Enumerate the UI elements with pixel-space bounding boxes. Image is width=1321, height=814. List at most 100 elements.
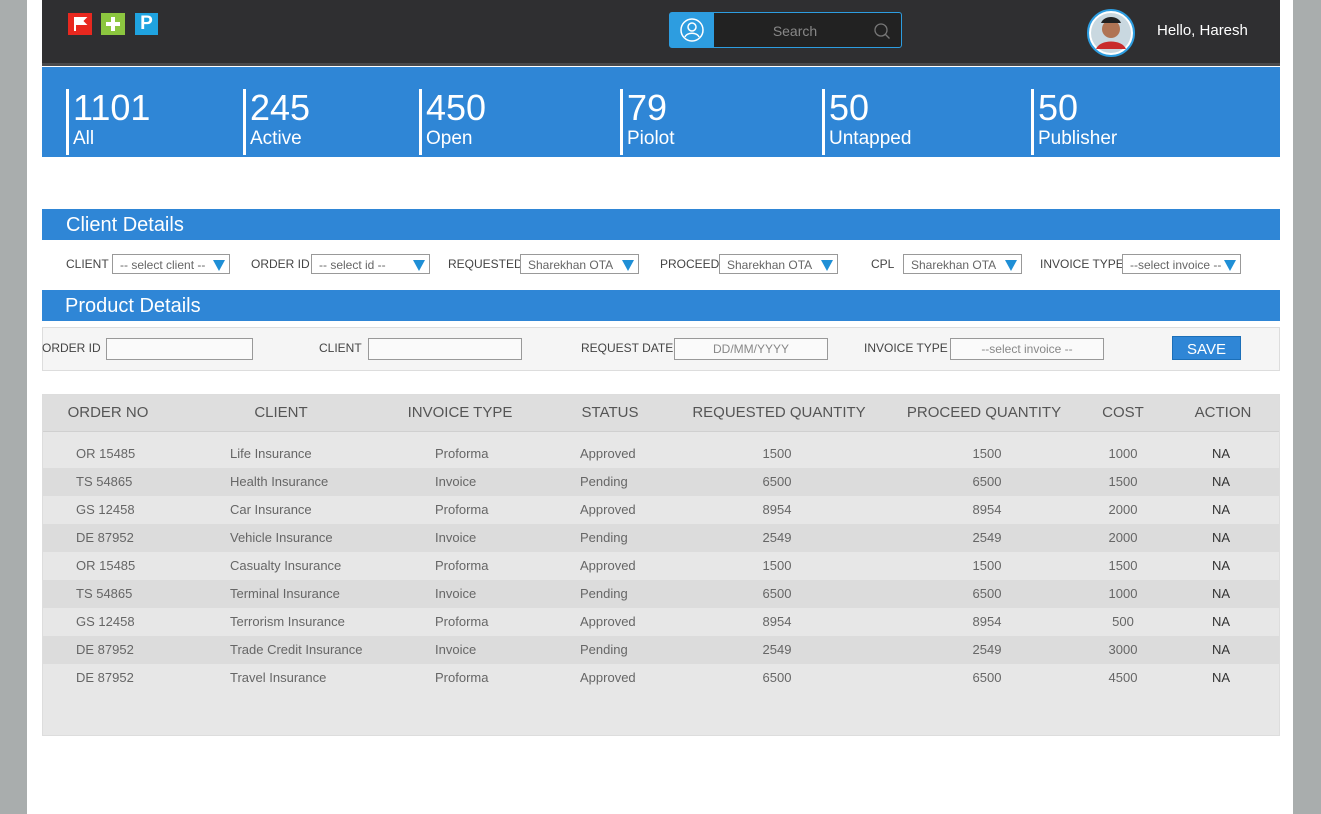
field-label: CLIENT bbox=[66, 257, 109, 271]
dropdown[interactable]: Sharekhan OTA bbox=[719, 254, 838, 274]
dropdown-arrow bbox=[1224, 260, 1236, 271]
table-cell: 3000 bbox=[1108, 642, 1138, 657]
text-input[interactable] bbox=[368, 338, 522, 360]
table-cell: Proforma bbox=[435, 502, 489, 517]
table-cell: Approved bbox=[580, 446, 636, 461]
stat-value: 50 bbox=[829, 87, 870, 128]
column-header: REQUESTED QUANTITY bbox=[692, 404, 866, 421]
dropdown[interactable]: -- select client -- bbox=[112, 254, 230, 274]
user-search-icon bbox=[670, 13, 714, 47]
text-input[interactable] bbox=[106, 338, 253, 360]
flag-icon[interactable] bbox=[68, 13, 92, 35]
table-row[interactable] bbox=[43, 468, 1279, 496]
stat-tile[interactable]: 50 Publisher bbox=[1031, 89, 1117, 155]
table-cell: NA bbox=[1211, 670, 1231, 685]
table-cell: Trade Credit Insurance bbox=[230, 642, 363, 657]
table-cell: DE 87952 bbox=[76, 530, 134, 545]
table-cell: GS 12458 bbox=[76, 614, 135, 629]
table-row[interactable] bbox=[43, 608, 1279, 636]
stat-label: Piolot bbox=[627, 128, 675, 149]
dropdown[interactable]: Sharekhan OTA bbox=[520, 254, 639, 274]
table-cell: 2000 bbox=[1108, 530, 1138, 545]
orders-table: ORDER NO CLIENT INVOICE TYPE STATUS REQUESTE… bbox=[42, 394, 1280, 736]
stat-tile[interactable]: 450 Open bbox=[419, 89, 486, 155]
field-label: ORDER ID bbox=[42, 341, 101, 355]
dropdown-arrow bbox=[821, 260, 833, 271]
table-cell: NA bbox=[1211, 642, 1231, 657]
table-cell: NA bbox=[1211, 558, 1231, 573]
stat-value: 50 bbox=[1038, 87, 1079, 128]
table-cell: 2549 bbox=[762, 530, 792, 545]
user-glyph bbox=[680, 18, 704, 42]
table-cell: 6500 bbox=[972, 670, 1002, 685]
greeting: Hello, Haresh bbox=[1157, 22, 1248, 39]
section-title: Client Details bbox=[42, 209, 1280, 240]
table-cell: 8954 bbox=[762, 502, 792, 517]
field-label: INVOICE TYPE bbox=[864, 341, 948, 355]
stat-tile[interactable]: 50 Untapped bbox=[822, 89, 911, 155]
table-cell: 1500 bbox=[972, 558, 1002, 573]
stat-value: 450 bbox=[426, 87, 487, 128]
column-header: ORDER NO bbox=[67, 404, 149, 421]
dropdown[interactable]: -- select id -- bbox=[311, 254, 430, 274]
stat-value: 1101 bbox=[73, 87, 151, 128]
table-cell: Invoice bbox=[435, 586, 477, 601]
dropdown[interactable]: Sharekhan OTA bbox=[903, 254, 1022, 274]
stat-tile[interactable]: 245 Active bbox=[243, 89, 310, 155]
avatar[interactable] bbox=[1087, 9, 1135, 57]
column-header: PROCEED QUANTITY bbox=[906, 404, 1062, 421]
table-cell: 1500 bbox=[1108, 474, 1138, 489]
table-cell: 1000 bbox=[1108, 446, 1138, 461]
table-row[interactable] bbox=[43, 664, 1279, 692]
stat-tile[interactable]: 1101 All bbox=[66, 89, 150, 155]
table-cell: 8954 bbox=[762, 614, 792, 629]
table-row[interactable] bbox=[43, 636, 1279, 664]
table-row[interactable] bbox=[43, 552, 1279, 580]
table-row[interactable] bbox=[43, 440, 1279, 468]
dropdown-value: Sharekhan OTA bbox=[528, 258, 614, 272]
column-header: INVOICE TYPE bbox=[407, 404, 513, 421]
text-input[interactable]: --select invoice -- bbox=[950, 338, 1104, 360]
stat-value: 79 bbox=[627, 87, 668, 128]
stat-label: Untapped bbox=[829, 128, 912, 149]
save-button[interactable]: SAVE bbox=[1172, 336, 1241, 360]
table-cell: DE 87952 bbox=[76, 670, 134, 685]
table-cell: Approved bbox=[580, 558, 636, 573]
stats-band: 1101 All 245 Active 450 Open 79 Piolot 50 Untappe… bbox=[42, 67, 1280, 157]
table-cell: 8954 bbox=[972, 614, 1002, 629]
table-cell: Invoice bbox=[435, 642, 477, 657]
table-cell: NA bbox=[1211, 530, 1231, 545]
table-cell: Car Insurance bbox=[230, 502, 312, 517]
table-cell: NA bbox=[1211, 446, 1231, 461]
top-bar: P Search Hello, Haresh bbox=[42, 0, 1280, 66]
search-box[interactable]: Search bbox=[669, 12, 902, 48]
dropdown-arrow bbox=[622, 260, 634, 271]
table-row[interactable] bbox=[43, 524, 1279, 552]
dropdown-value: Sharekhan OTA bbox=[911, 258, 997, 272]
table-cell: Pending bbox=[580, 586, 628, 601]
dropdown[interactable]: --select invoice -- bbox=[1122, 254, 1241, 274]
table-cell: Travel Insurance bbox=[230, 670, 327, 685]
table-row[interactable] bbox=[43, 496, 1279, 524]
table-cell: Health Insurance bbox=[230, 474, 329, 489]
text-input[interactable]: DD/MM/YYYY bbox=[674, 338, 828, 360]
table-cell: 6500 bbox=[762, 474, 792, 489]
column-header: STATUS bbox=[581, 404, 639, 421]
column-header: ACTION bbox=[1194, 404, 1252, 421]
table-cell: Proforma bbox=[435, 614, 489, 629]
add-icon[interactable] bbox=[101, 13, 125, 35]
field-label: REQUESTED bbox=[448, 257, 523, 271]
table-cell: 500 bbox=[1112, 614, 1134, 629]
table-cell: NA bbox=[1211, 614, 1231, 629]
table-row[interactable] bbox=[43, 580, 1279, 608]
search-placeholder: Search bbox=[772, 23, 818, 39]
stat-label: Active bbox=[250, 128, 302, 149]
table-cell: Vehicle Insurance bbox=[230, 530, 333, 545]
table-cell: 1000 bbox=[1108, 586, 1138, 601]
stat-tile[interactable]: 79 Piolot bbox=[620, 89, 675, 155]
dropdown-arrow bbox=[413, 260, 425, 271]
table-cell: Invoice bbox=[435, 530, 477, 545]
table-cell: DE 87952 bbox=[76, 642, 134, 657]
parking-icon[interactable]: P bbox=[135, 13, 158, 35]
